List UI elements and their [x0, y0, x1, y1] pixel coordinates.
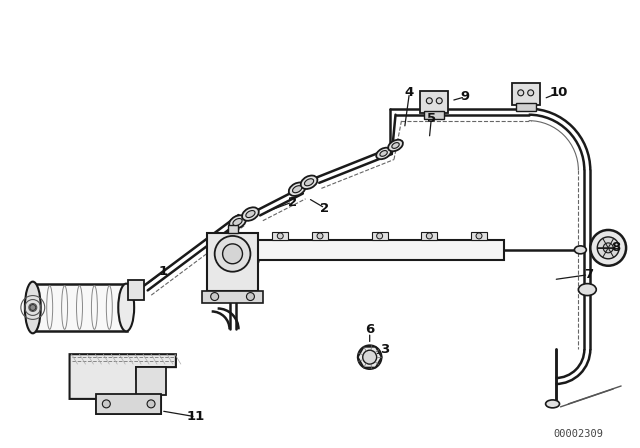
Text: 5: 5 — [427, 112, 436, 125]
Ellipse shape — [25, 282, 41, 333]
Bar — [420, 91, 448, 113]
Text: 00002309: 00002309 — [554, 429, 604, 439]
Ellipse shape — [118, 284, 134, 332]
Ellipse shape — [214, 236, 250, 271]
Ellipse shape — [233, 219, 242, 225]
Circle shape — [590, 230, 626, 266]
Bar — [512, 83, 540, 105]
Circle shape — [604, 243, 613, 253]
Circle shape — [102, 400, 110, 408]
Text: 3: 3 — [380, 343, 389, 356]
Text: 6: 6 — [365, 323, 374, 336]
Bar — [128, 280, 144, 300]
Circle shape — [426, 98, 432, 104]
Text: 9: 9 — [461, 90, 470, 103]
Circle shape — [246, 293, 255, 301]
Text: 11: 11 — [187, 410, 205, 423]
Bar — [516, 103, 536, 111]
Text: 2: 2 — [287, 196, 297, 209]
Ellipse shape — [380, 151, 387, 156]
Bar — [97, 394, 161, 414]
Circle shape — [358, 345, 381, 369]
Ellipse shape — [292, 186, 301, 193]
Bar — [272, 232, 288, 240]
Ellipse shape — [545, 400, 559, 408]
Bar — [207, 233, 259, 291]
Circle shape — [147, 400, 155, 408]
Ellipse shape — [229, 215, 246, 229]
Text: 1: 1 — [159, 265, 168, 278]
Ellipse shape — [289, 182, 305, 196]
Circle shape — [363, 350, 377, 364]
Circle shape — [528, 90, 534, 96]
Bar — [421, 232, 437, 240]
Ellipse shape — [579, 284, 596, 296]
Text: 10: 10 — [549, 86, 568, 99]
Bar — [424, 111, 444, 119]
Bar — [33, 284, 127, 332]
Bar — [471, 232, 487, 240]
Ellipse shape — [376, 148, 391, 159]
Ellipse shape — [575, 246, 586, 254]
Ellipse shape — [301, 176, 317, 189]
Circle shape — [377, 233, 383, 239]
Circle shape — [518, 90, 524, 96]
Circle shape — [597, 237, 619, 259]
Bar — [312, 232, 328, 240]
Ellipse shape — [392, 142, 399, 148]
Circle shape — [30, 305, 36, 310]
Ellipse shape — [242, 207, 259, 221]
Circle shape — [317, 233, 323, 239]
Circle shape — [277, 233, 284, 239]
Bar — [136, 367, 166, 395]
Circle shape — [476, 233, 482, 239]
Bar — [228, 225, 237, 233]
Bar — [372, 232, 388, 240]
Ellipse shape — [305, 179, 314, 186]
Text: 4: 4 — [405, 86, 414, 99]
Ellipse shape — [388, 140, 403, 151]
Ellipse shape — [223, 244, 243, 264]
Circle shape — [426, 233, 432, 239]
Circle shape — [436, 98, 442, 104]
Text: 7: 7 — [584, 268, 593, 281]
Polygon shape — [70, 354, 176, 414]
Circle shape — [211, 293, 219, 301]
Text: 8: 8 — [612, 241, 621, 254]
Bar — [202, 291, 263, 302]
Ellipse shape — [246, 211, 255, 218]
Bar — [255, 240, 504, 260]
Text: 2: 2 — [321, 202, 330, 215]
